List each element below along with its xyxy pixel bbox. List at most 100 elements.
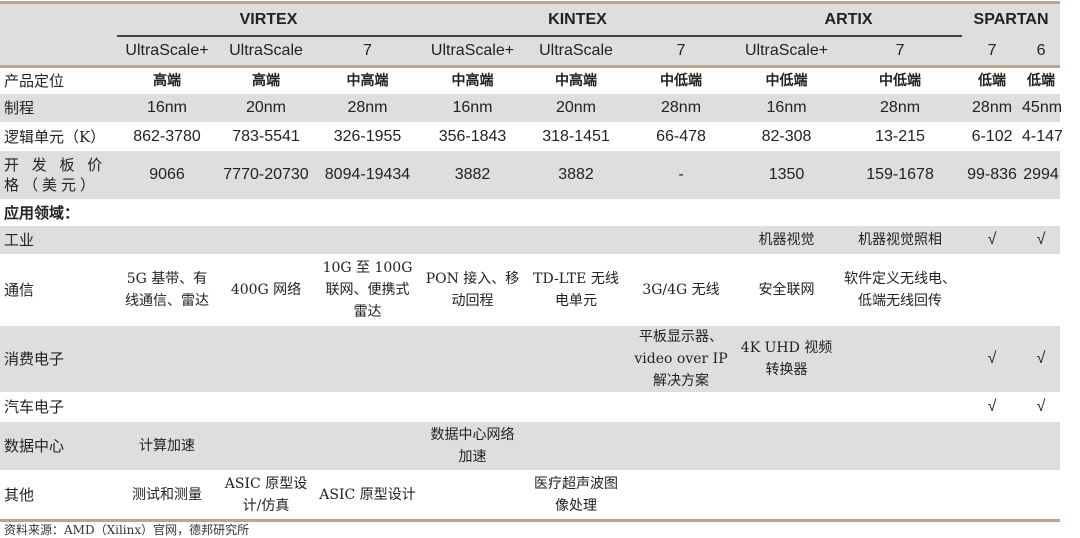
series-header: UltraScale (217, 36, 315, 68)
series-header: UltraScale+ (117, 36, 217, 68)
application-row: 其他 测试和测量 ASIC 原型设计/仿真 ASIC 原型设计 医疗超声波图像处理 (0, 470, 1061, 521)
application-row: 消费电子 平板显示器、video over IP 解决方案 4K UHD 视频转换器… (0, 326, 1061, 392)
application-cell (1022, 470, 1061, 521)
application-cell (525, 226, 627, 254)
series-header: 7 (627, 36, 736, 68)
check-mark-icon: √ (962, 326, 1023, 392)
application-cell (1022, 422, 1061, 470)
application-cell (217, 422, 315, 470)
application-cell (735, 422, 839, 470)
application-cell: ASIC 原型设计/仿真 (217, 470, 315, 521)
spec-cell: 82-308 (735, 122, 839, 151)
family-header: SPARTAN (962, 2, 1061, 36)
application-cell: PON 接入、移动回程 (420, 254, 525, 326)
check-mark-icon: √ (1022, 392, 1061, 422)
application-cell (627, 392, 736, 422)
application-cell (315, 326, 420, 392)
spec-cell: 4-147 (1022, 122, 1063, 151)
spec-cell: 3882 (420, 151, 525, 199)
spec-cell: 20nm (217, 94, 315, 122)
spec-cell: 中高端 (525, 66, 627, 94)
application-cell: 4K UHD 视频转换器 (735, 326, 839, 392)
spec-cell: 45nm (1022, 94, 1062, 122)
spec-cell: - (627, 151, 736, 199)
application-cell (838, 392, 963, 422)
application-cell: 5G 基带、有线通信、雷达 (117, 254, 217, 326)
spec-cell: 28nm (315, 94, 420, 122)
application-cell (117, 392, 217, 422)
spec-cell: 16nm (117, 94, 217, 122)
application-cell: 安全联网 (735, 254, 839, 326)
spec-cell: 6-102 (962, 122, 1023, 151)
application-heading-row: 应用领域： (0, 199, 1061, 226)
spec-cell: 318-1451 (525, 122, 627, 151)
application-cell (1022, 254, 1061, 326)
application-cell (525, 392, 627, 422)
corner-cell (0, 36, 117, 68)
spec-cell: 159-1678 (838, 151, 963, 199)
series-header: 7 (315, 36, 420, 68)
application-row: 数据中心 计算加速 数据中心网络加速 (0, 422, 1061, 470)
spec-cell: 28nm (627, 94, 736, 122)
spec-cell: 28nm (838, 94, 963, 122)
corner-cell (0, 2, 117, 36)
spec-cell: 326-1955 (315, 122, 420, 151)
application-cell (735, 470, 839, 521)
row-label: 消费电子 (0, 326, 117, 392)
check-mark-icon: √ (962, 226, 1023, 254)
spec-cell: 中低端 (735, 66, 839, 94)
spec-row: 逻辑单元（K） 862-3780 783-5541 326-1955 356-1843 3… (0, 122, 1063, 151)
application-cell: TD-LTE 无线电单元 (525, 254, 627, 326)
application-cell: 数据中心网络加速 (420, 422, 525, 470)
spec-cell: 20nm (525, 94, 627, 122)
series-header: 7 (962, 36, 1023, 68)
application-cell (962, 254, 1023, 326)
application-row: 汽车电子 √ √ (0, 392, 1061, 422)
application-cell (117, 326, 217, 392)
family-header: ARTIX (735, 2, 963, 37)
spec-cell: 中低端 (627, 66, 736, 94)
application-cell: 3G/4G 无线 (627, 254, 736, 326)
spec-row: 开 发 板 价 格（美元） 9066 7770-20730 8094-19434 388… (0, 151, 1061, 199)
spec-cell: 783-5541 (217, 122, 315, 151)
application-row: 工业 机器视觉 机器视觉照相 √ √ (0, 226, 1061, 254)
row-label: 工业 (0, 226, 117, 254)
series-header: 7 (838, 36, 963, 68)
application-cell (315, 422, 420, 470)
application-cell (962, 470, 1023, 521)
spec-cell: 3882 (525, 151, 627, 199)
spec-cell: 中高端 (315, 66, 420, 94)
spec-cell: 9066 (117, 151, 217, 199)
application-cell: 软件定义无线电、低端无线回传 (838, 254, 963, 326)
family-header: KINTEX (420, 2, 736, 37)
row-label: 通信 (0, 254, 117, 326)
application-cell (627, 226, 736, 254)
application-cell: 测试和测量 (117, 470, 217, 521)
check-mark-icon: √ (1022, 226, 1061, 254)
application-heading: 应用领域： (0, 199, 1061, 226)
application-cell (627, 422, 736, 470)
fpga-comparison-table: VIRTEX KINTEX ARTIX SPARTAN UltraScale+ Ultra… (0, 1, 1063, 522)
application-cell (525, 326, 627, 392)
spec-row: 产品定位 高端 高端 中高端 中高端 中高端 中低端 中低端 中低端 低端 低端 (0, 66, 1061, 94)
application-cell (315, 226, 420, 254)
application-cell (525, 422, 627, 470)
application-cell (838, 326, 963, 392)
row-label: 其他 (0, 470, 117, 521)
application-row: 通信 5G 基带、有线通信、雷达 400G 网络 10G 至 100G 联网、便携式雷… (0, 254, 1061, 326)
header-family-row: VIRTEX KINTEX ARTIX SPARTAN (0, 2, 1061, 37)
application-cell (838, 470, 963, 521)
family-header: VIRTEX (117, 2, 420, 37)
spec-cell: 862-3780 (117, 122, 217, 151)
application-cell: ASIC 原型设计 (315, 470, 420, 521)
series-header: UltraScale+ (420, 36, 525, 68)
spec-cell: 8094-19434 (315, 151, 420, 199)
application-cell (420, 470, 525, 521)
row-label: 制程 (0, 94, 117, 122)
application-cell: 计算加速 (117, 422, 217, 470)
spec-cell: 2994 (1022, 151, 1061, 199)
application-cell: 机器视觉照相 (838, 226, 963, 254)
application-cell (420, 226, 525, 254)
series-header: UltraScale (525, 36, 627, 68)
application-cell (838, 422, 963, 470)
